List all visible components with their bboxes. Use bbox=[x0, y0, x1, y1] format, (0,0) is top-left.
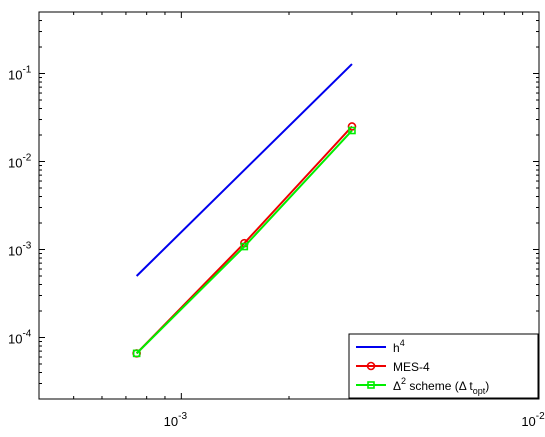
series-line bbox=[135, 63, 353, 277]
legend-marker bbox=[366, 361, 376, 371]
y-tick-label: 10-4 bbox=[8, 328, 32, 346]
x-tick-label-base: 10 bbox=[164, 414, 178, 429]
series-layer bbox=[132, 63, 357, 358]
legend-entry: MES-4 bbox=[356, 360, 430, 374]
series-3 bbox=[132, 126, 356, 358]
legend-entry: h4 bbox=[356, 338, 405, 355]
legend-text: scheme (Δ t bbox=[406, 379, 473, 393]
legend-text: ) bbox=[485, 379, 489, 393]
legend-superscript: 2 bbox=[401, 376, 406, 386]
legend-subscript: opt bbox=[473, 386, 486, 396]
data-point bbox=[240, 242, 249, 251]
y-tick-label-exponent: -1 bbox=[22, 65, 31, 76]
legend-label: h4 bbox=[393, 338, 405, 355]
legend-entry: Δ2 scheme (Δ topt) bbox=[356, 376, 489, 396]
y-tick-label-base: 10 bbox=[8, 156, 22, 171]
data-point bbox=[132, 349, 141, 358]
data-point bbox=[347, 122, 357, 131]
y-tick-label: 10-1 bbox=[8, 65, 32, 83]
data-point bbox=[348, 126, 356, 135]
y-tick-label-base: 10 bbox=[8, 331, 22, 346]
y-tick-label-exponent: -2 bbox=[22, 153, 31, 164]
legend-text: h bbox=[393, 341, 400, 355]
series-line bbox=[135, 129, 353, 355]
legend-label: MES-4 bbox=[393, 360, 430, 374]
x-tick-label-base: 10 bbox=[521, 414, 535, 429]
legend-text: Δ bbox=[393, 379, 401, 393]
series-1 bbox=[135, 63, 353, 277]
x-tick-label: 10-2 bbox=[521, 411, 545, 429]
y-tick-label: 10-3 bbox=[8, 240, 32, 258]
y-tick-label-base: 10 bbox=[8, 243, 22, 258]
legend-label: Δ2 scheme (Δ topt) bbox=[393, 376, 489, 396]
x-tick-label-exponent: -3 bbox=[178, 411, 187, 422]
x-tick-label: 10-3 bbox=[164, 411, 188, 429]
legend: h4 MES-4 Δ2 scheme (Δ topt) bbox=[348, 333, 539, 399]
legend-superscript: 4 bbox=[400, 338, 405, 348]
y-tick-label: 10-2 bbox=[8, 153, 32, 171]
y-tick-label-exponent: -3 bbox=[22, 240, 31, 251]
legend-text: MES-4 bbox=[393, 360, 430, 374]
y-tick-label-base: 10 bbox=[8, 68, 22, 83]
y-tick-label-exponent: -4 bbox=[22, 328, 31, 339]
x-tick-label-exponent: -2 bbox=[536, 411, 545, 422]
legend-marker bbox=[367, 381, 375, 389]
